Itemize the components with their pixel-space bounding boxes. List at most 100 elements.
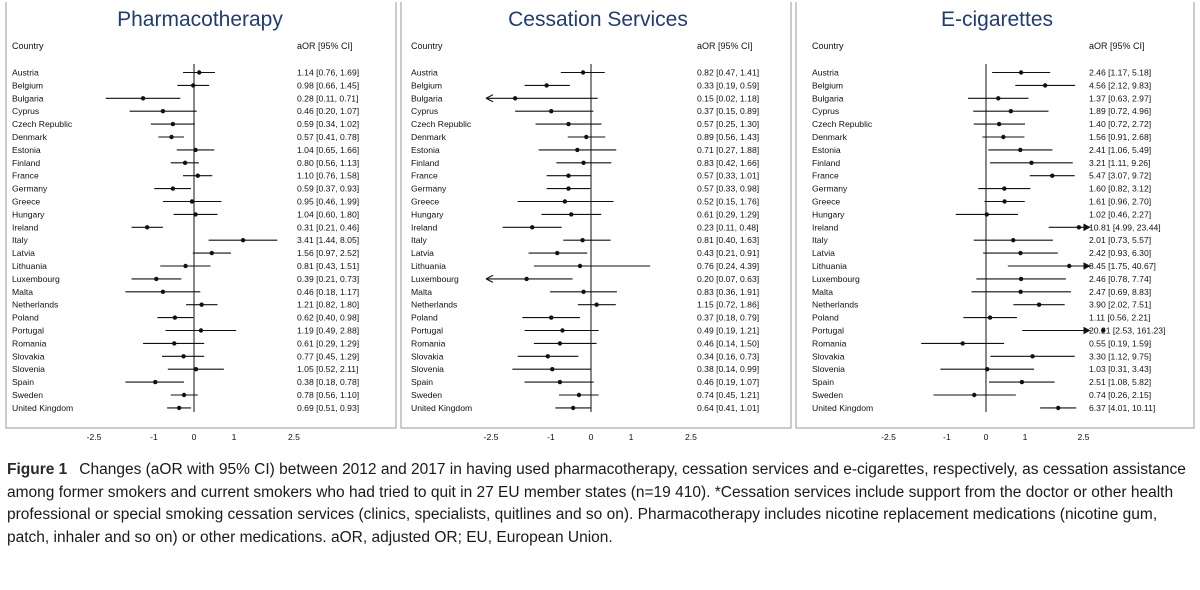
point-estimate-germany	[170, 186, 176, 191]
x-tick-label: 2.5	[685, 432, 697, 442]
ci-arrow-right	[1083, 262, 1091, 270]
country-label: Czech Republic	[812, 119, 873, 129]
country-label: Sweden	[411, 390, 442, 400]
point-estimate-belgium	[544, 83, 549, 88]
point-estimate-finland	[182, 160, 188, 165]
country-label: Belgium	[411, 80, 442, 90]
point-estimate-united-kingdom	[1056, 405, 1061, 411]
point-estimate-italy	[1011, 238, 1016, 243]
point-estimate-france	[1050, 173, 1055, 178]
point-estimate-france	[566, 173, 571, 178]
country-label: Bulgaria	[812, 93, 844, 103]
panel-e-cigarettes: E-cigarettes Country aOR [95% CI] Austria 2.…	[795, 2, 1195, 442]
x-tick-label: -2.5	[881, 432, 896, 442]
aor-value: 1.56 [0.91, 2.68]	[1089, 132, 1151, 142]
country-label: Netherlands	[812, 300, 858, 310]
country-label: Sweden	[812, 390, 843, 400]
aor-value: 0.81 [0.40, 1.63]	[697, 235, 759, 245]
country-label: Ireland	[812, 222, 838, 232]
point-estimate-greece	[562, 199, 568, 204]
panel-title: Pharmacotherapy	[117, 8, 283, 31]
aor-value: 8.45 [1.75, 40.67]	[1089, 261, 1156, 271]
point-estimate-netherlands	[594, 302, 599, 307]
country-label: Greece	[812, 197, 840, 207]
aor-value: 1.56 [0.97, 2.52]	[297, 248, 359, 258]
x-tick-label: 1	[1023, 432, 1028, 442]
point-estimate-luxembourg	[524, 276, 529, 282]
point-estimate-slovenia	[193, 367, 199, 372]
ci-arrow-left	[485, 94, 494, 103]
country-label: Slovenia	[12, 364, 45, 374]
aor-value: 1.89 [0.72, 4.96]	[1089, 106, 1151, 116]
aor-value: 2.41 [1.06, 5.49]	[1089, 145, 1151, 155]
country-label: Sweden	[12, 390, 43, 400]
aor-value: 1.61 [0.96, 2.70]	[1089, 197, 1151, 207]
point-estimate-malta	[581, 289, 586, 294]
aor-value: 0.59 [0.37, 0.93]	[297, 184, 359, 194]
point-estimate-greece	[1002, 199, 1007, 204]
point-estimate-bulgaria	[140, 96, 146, 101]
country-label: Poland	[812, 313, 839, 323]
point-estimate-slovakia	[181, 354, 186, 359]
aor-value: 0.20 [0.07, 0.63]	[697, 274, 759, 284]
country-label: Lithuania	[411, 261, 446, 271]
aor-value: 0.61 [0.29, 1.29]	[697, 209, 759, 219]
panel-cessation-services: Cessation Services Country aOR [95% CI] Aus…	[400, 2, 792, 442]
aor-header: aOR [95% CI]	[697, 41, 753, 51]
aor-value: 4.56 [2.12, 9.83]	[1089, 80, 1151, 90]
point-estimate-romania	[557, 341, 563, 346]
aor-value: 3.41 [1.44, 8.05]	[297, 235, 359, 245]
aor-value: 6.37 [4.01, 10.11]	[1089, 403, 1155, 413]
aor-value: 0.31 [0.21, 0.46]	[297, 222, 359, 232]
aor-value: 0.49 [0.19, 1.21]	[697, 326, 759, 336]
x-tick-label: -1	[150, 432, 158, 442]
x-tick-label: 1	[232, 432, 237, 442]
aor-header: aOR [95% CI]	[297, 41, 353, 51]
country-label: Hungary	[812, 209, 845, 219]
point-estimate-ireland	[1076, 225, 1082, 230]
country-label: Slovenia	[411, 364, 444, 374]
ci-arrow-left	[485, 274, 494, 283]
country-label: Italy	[411, 235, 427, 245]
point-estimate-spain	[1019, 379, 1025, 385]
country-label: Slovakia	[411, 351, 444, 361]
figure-caption: Figure 1 Changes (aOR with 95% CI) betwee…	[7, 459, 1195, 549]
aor-value: 2.42 [0.93, 6.30]	[1089, 248, 1151, 258]
country-label: United Kingdom	[411, 403, 472, 413]
x-tick-label: 2.5	[288, 432, 300, 442]
point-estimate-cyprus	[549, 109, 554, 114]
aor-value: 0.78 [0.56, 1.10]	[297, 390, 359, 400]
panel-frame	[400, 2, 792, 429]
point-estimate-lithuania	[577, 263, 583, 269]
point-estimate-slovenia	[550, 367, 555, 372]
point-estimate-sweden	[576, 392, 582, 398]
point-estimate-hungary	[569, 212, 574, 217]
country-label: Hungary	[12, 209, 45, 219]
aor-value: 0.64 [0.41, 1.01]	[697, 403, 759, 413]
country-label: United Kingdom	[812, 403, 873, 413]
aor-value: 0.55 [0.19, 1.59]	[1089, 338, 1151, 348]
country-label: Germany	[411, 184, 447, 194]
country-label: United Kingdom	[12, 403, 73, 413]
country-label: Slovenia	[812, 364, 845, 374]
country-label: Malta	[812, 287, 833, 297]
aor-value: 3.30 [1.12, 9.75]	[1089, 351, 1151, 361]
point-estimate-lithuania	[183, 263, 188, 269]
x-tick-label: 0	[984, 432, 989, 442]
point-estimate-slovenia	[984, 367, 990, 372]
country-label: Lithuania	[812, 261, 847, 271]
aor-value: 0.81 [0.43, 1.51]	[297, 261, 359, 271]
point-estimate-austria	[197, 70, 202, 75]
point-estimate-malta	[1018, 289, 1023, 294]
aor-value: 1.04 [0.65, 1.66]	[297, 145, 359, 155]
aor-value: 0.80 [0.56, 1.13]	[297, 158, 359, 168]
aor-value: 1.04 [0.60, 1.80]	[297, 209, 359, 219]
point-estimate-bulgaria	[512, 96, 518, 101]
point-estimate-cyprus	[160, 109, 166, 114]
aor-value: 10.81 [4.99, 23.44]	[1089, 222, 1161, 232]
country-label: Hungary	[411, 209, 444, 219]
point-estimate-italy	[580, 238, 585, 243]
point-estimate-spain	[153, 379, 158, 385]
point-estimate-portugal	[1101, 328, 1106, 333]
point-estimate-netherlands	[199, 302, 204, 307]
